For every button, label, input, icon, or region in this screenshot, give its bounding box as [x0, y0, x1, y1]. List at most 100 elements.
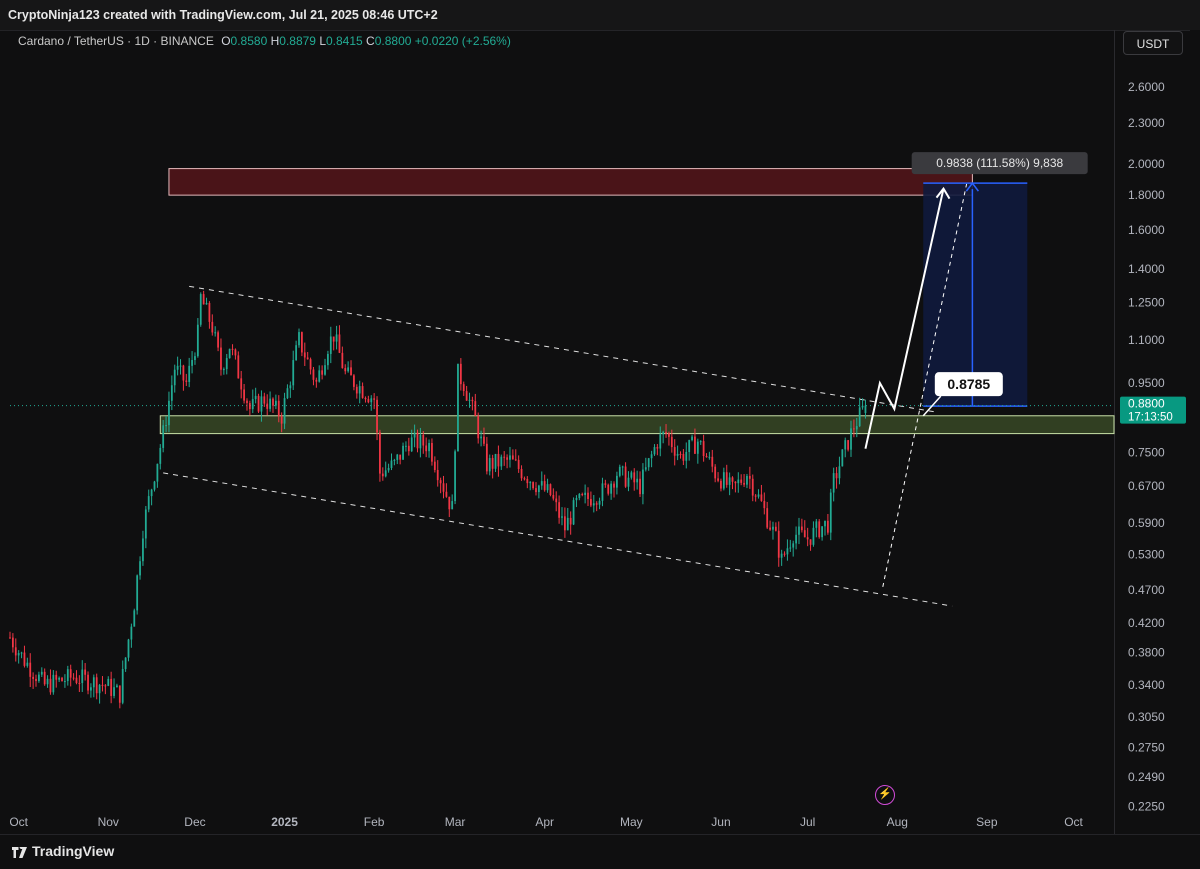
candle-body — [457, 363, 459, 452]
candle-body — [642, 469, 644, 495]
x-tick-label: Dec — [184, 815, 205, 829]
candle-body — [809, 539, 812, 545]
candle-body — [803, 530, 806, 538]
candle-body — [497, 453, 500, 467]
candle-body — [714, 466, 717, 479]
candle-body — [509, 455, 511, 460]
bottom-bar — [0, 834, 1200, 869]
candle-body — [387, 467, 390, 471]
candle-body — [185, 380, 188, 382]
candle-body — [670, 436, 673, 448]
candle-body — [558, 502, 561, 518]
chart-pane[interactable] — [10, 30, 1114, 835]
close-label: C — [366, 34, 375, 48]
candle-body — [118, 685, 121, 703]
candle-body — [234, 349, 237, 356]
candle-body — [532, 482, 534, 489]
candle-body — [459, 363, 462, 385]
candle-body — [29, 662, 32, 677]
candle-body — [465, 391, 468, 401]
candle-body — [789, 547, 792, 549]
candle-body — [751, 478, 754, 496]
candle-body — [341, 352, 344, 369]
candle-body — [390, 460, 393, 468]
candle-body — [231, 348, 234, 350]
currency-button[interactable]: USDT — [1123, 31, 1183, 55]
candle-body — [182, 365, 185, 381]
candle-body — [529, 482, 532, 484]
candle-body — [483, 436, 485, 444]
candle-body — [506, 457, 508, 460]
candle-body — [407, 445, 410, 452]
candle-body — [321, 370, 324, 375]
candle-body — [222, 369, 225, 371]
candle-body — [159, 447, 162, 464]
candle-body — [584, 492, 587, 496]
last-price-tag — [1120, 396, 1186, 424]
close-value: 0.8800 — [374, 34, 412, 48]
candle-body — [769, 527, 771, 530]
y-tick-label: 0.2750 — [1128, 741, 1165, 755]
candle-body — [277, 400, 280, 417]
entry-label-box — [934, 372, 1003, 397]
candle-body — [445, 491, 448, 497]
candle-body — [87, 674, 89, 691]
candle-body — [665, 432, 667, 434]
y-tick-label: 0.3050 — [1128, 710, 1165, 724]
candle-body — [315, 379, 318, 382]
candle-body — [246, 400, 248, 404]
candle-body — [838, 466, 841, 479]
candle-body — [14, 647, 17, 656]
candle-body — [283, 398, 286, 424]
candle-body — [578, 493, 581, 499]
candle-body — [396, 454, 399, 460]
candle-body — [332, 336, 335, 342]
x-tick-label: Jun — [711, 815, 730, 829]
candle-body — [402, 445, 404, 460]
candle-body — [454, 451, 456, 502]
candle-body — [266, 403, 269, 409]
candle-body — [439, 480, 442, 484]
low-value: 0.8415 — [326, 34, 363, 48]
candle-body — [324, 365, 326, 375]
candle-body — [795, 534, 797, 544]
right-frame — [1190, 30, 1200, 868]
candle-body — [113, 687, 115, 696]
lightning-icon[interactable]: ⚡ — [875, 785, 895, 805]
candle-body — [300, 332, 303, 353]
candle-body — [717, 478, 719, 481]
candle-body — [248, 403, 251, 410]
candle-body — [347, 367, 350, 372]
y-tick-label: 0.4700 — [1128, 583, 1165, 597]
candle-body — [572, 500, 575, 525]
candle-body — [864, 405, 867, 414]
tradingview-brand[interactable]: TradingView — [12, 843, 114, 859]
candle-body — [107, 678, 110, 686]
candle-body — [468, 399, 471, 401]
candle-body — [451, 501, 454, 510]
candle-body — [685, 451, 688, 461]
candle-body — [101, 684, 104, 686]
attribution-text: CryptoNinja123 created with TradingView.… — [8, 8, 438, 22]
candle-body — [624, 466, 627, 487]
candle-body — [78, 682, 81, 684]
candles — [9, 290, 867, 709]
candle-body — [139, 561, 141, 576]
candle-body — [824, 520, 826, 527]
candle-body — [763, 500, 766, 509]
candle-body — [517, 459, 520, 469]
candle-body — [636, 478, 639, 483]
candle-body — [165, 425, 167, 427]
y-tick-label: 0.7500 — [1128, 446, 1165, 460]
candle-body — [38, 674, 40, 682]
candle-body — [656, 447, 659, 449]
candle-body — [254, 395, 257, 400]
candle-body — [673, 447, 676, 456]
candle-body — [405, 445, 407, 447]
candle-body — [725, 472, 728, 485]
candle-body — [561, 516, 563, 518]
candle-body — [98, 684, 101, 694]
candle-body — [748, 475, 751, 479]
candle-body — [829, 492, 832, 533]
